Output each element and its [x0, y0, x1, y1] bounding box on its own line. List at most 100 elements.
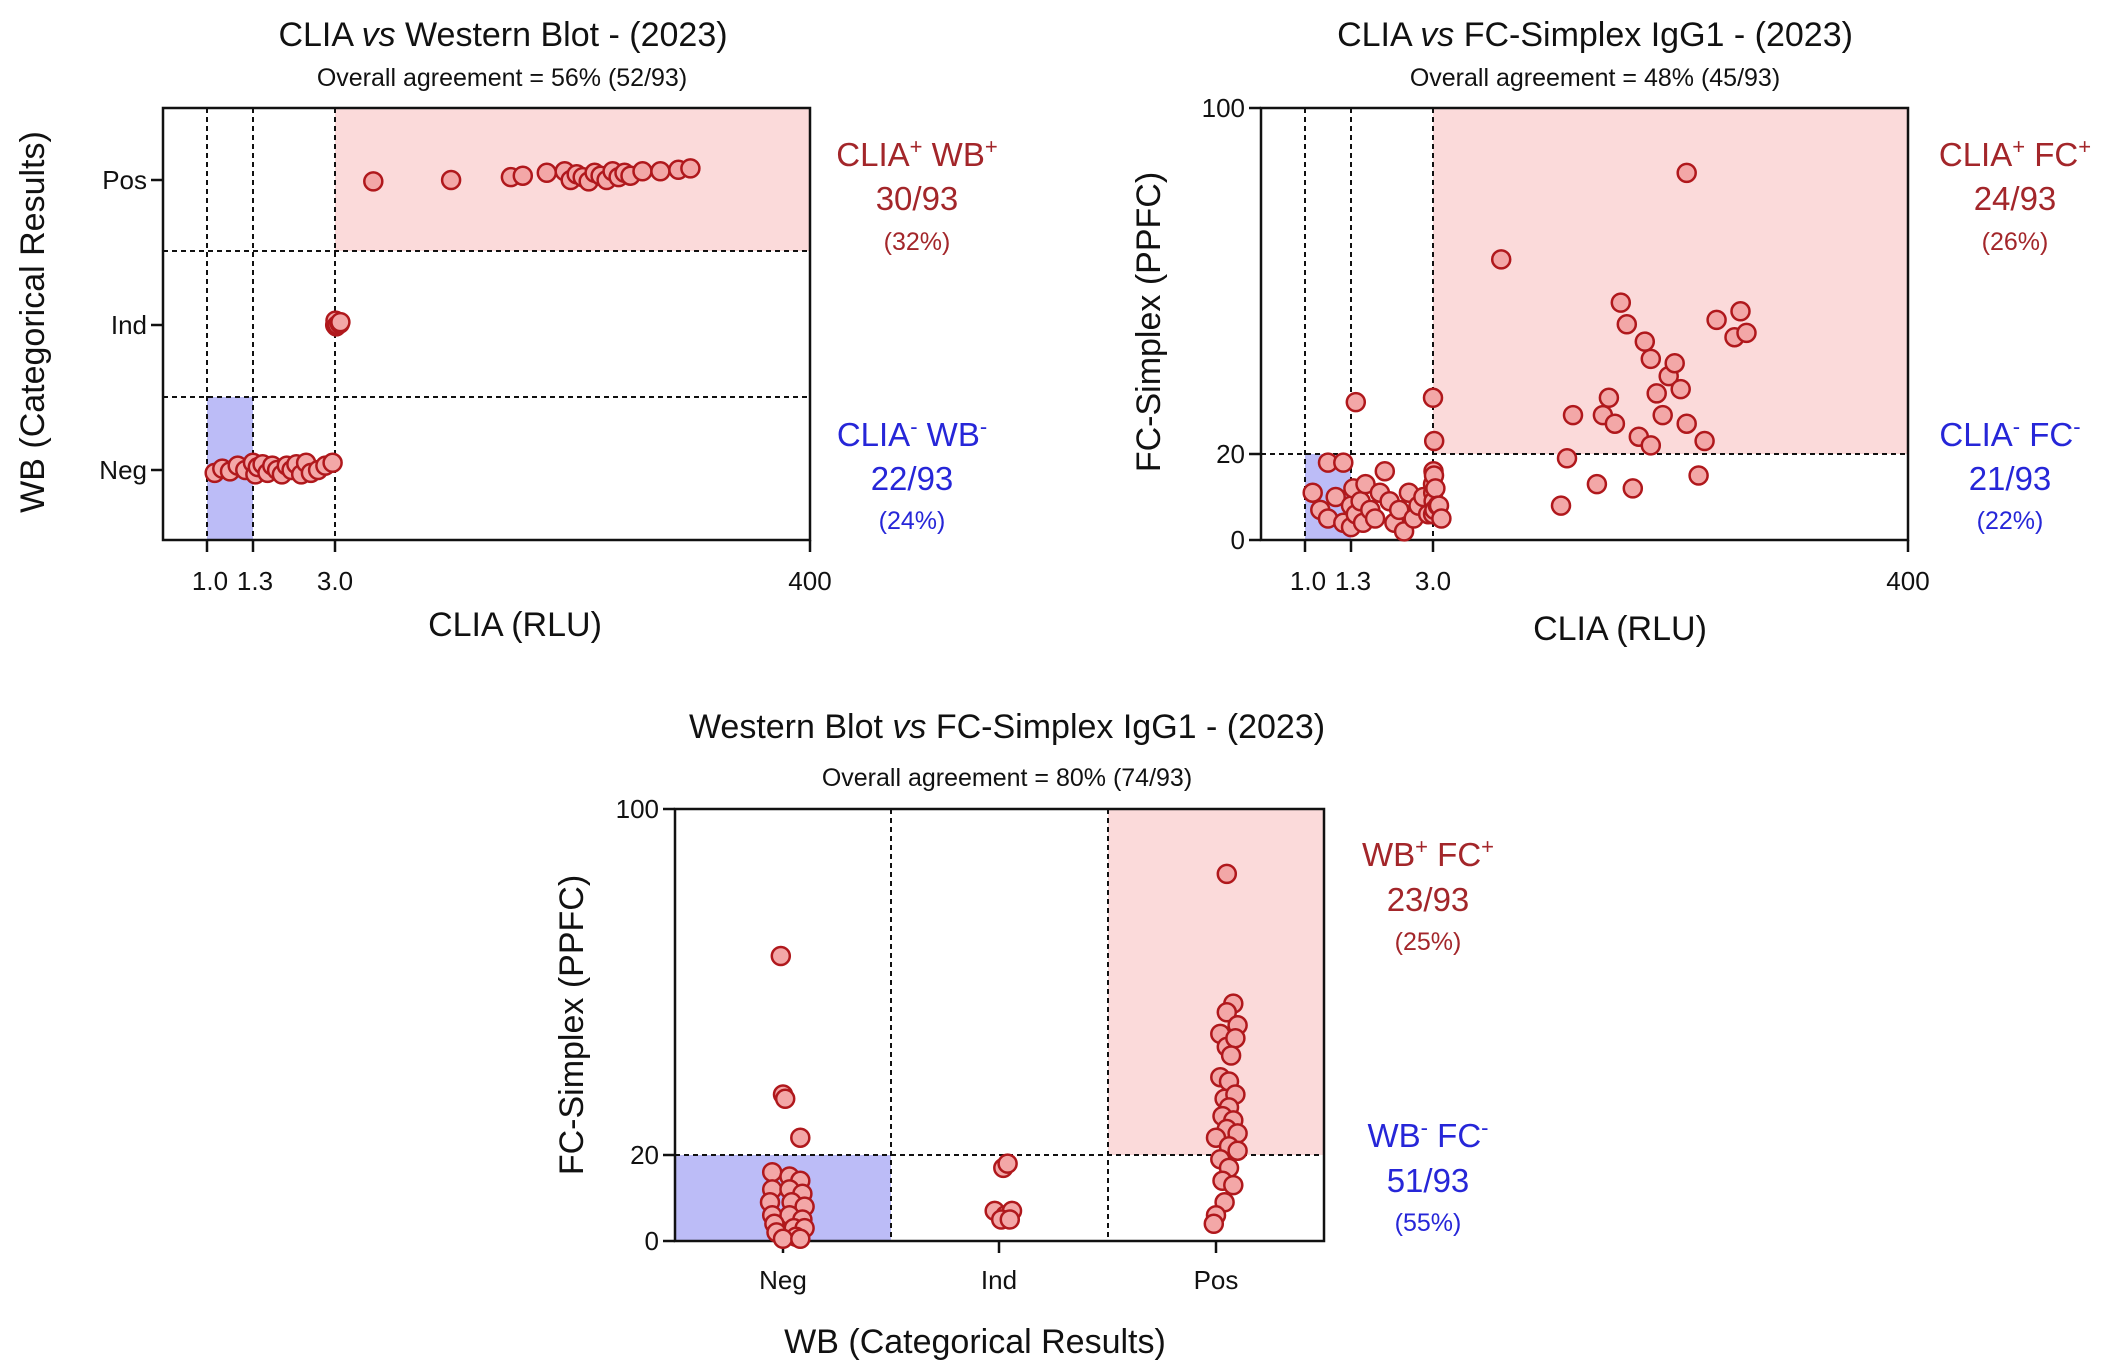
panel2-point-40	[1432, 510, 1450, 528]
panel2-point-11	[1347, 393, 1365, 411]
panel1-neg-label: CLIA- WB-	[837, 414, 987, 453]
panel1-point-46	[651, 162, 669, 180]
panel2-neg-percent: (22%)	[1977, 507, 2044, 535]
panel3-point-49	[1229, 1142, 1247, 1160]
panel2-point-35	[1425, 432, 1443, 450]
panel1-xtick-400: 400	[788, 566, 831, 596]
panel1-point-29	[442, 171, 460, 189]
panel3-point-56	[1205, 1215, 1223, 1233]
panel2-point-41	[1492, 250, 1510, 268]
panel2-pos-region	[1433, 108, 1908, 454]
panel1-yaxis-label: WB (Categorical Results)	[14, 131, 52, 513]
panel2-ytick-100: 100	[1202, 93, 1245, 123]
panel3-yaxis-label: FC-Simplex (PPFC)	[553, 875, 591, 1175]
panel2-point-55	[1642, 436, 1660, 454]
panel1-ytick-pos: Pos	[102, 165, 147, 195]
panel2-ytick-0: 0	[1231, 525, 1245, 555]
panel3-point-4	[763, 1163, 781, 1181]
panel2-point-49	[1612, 294, 1630, 312]
panel1-point-27	[331, 313, 349, 331]
panel3-neg-label: WB- FC-	[1368, 1115, 1489, 1154]
panel3-subtitle: Overall agreement = 80% (74/93)	[822, 764, 1192, 792]
panel3-pos-fraction: 23/93	[1387, 881, 1470, 918]
panel1-title: CLIA vs Western Blot - (2023)	[278, 16, 727, 54]
panel2-point-47	[1600, 389, 1618, 407]
panel2-point-64	[1696, 432, 1714, 450]
panel1-point-45	[634, 162, 652, 180]
panel2-point-59	[1666, 354, 1684, 372]
panel3-xaxis-label: WB (Categorical Results)	[784, 1323, 1166, 1361]
panel1-neg-percent: (24%)	[879, 507, 946, 535]
panel2-point-61	[1678, 415, 1696, 433]
panel1-point-48	[681, 159, 699, 177]
panel2-xaxis-label: CLIA (RLU)	[1533, 610, 1707, 648]
panel1-xaxis-label: CLIA (RLU)	[428, 606, 602, 644]
panel3-point-37	[1222, 1047, 1240, 1065]
panel2-point-56	[1648, 384, 1666, 402]
panel2-point-37	[1426, 479, 1444, 497]
panel3-ytick-100: 100	[616, 794, 659, 824]
panel2-point-18	[1376, 462, 1394, 480]
panel-clia-vs-fc-simplex: CLIA vs FC-Simplex IgG1 - (2023) Overall…	[1130, 16, 2091, 648]
panel2-point-65	[1708, 311, 1726, 329]
panel2-point-45	[1588, 475, 1606, 493]
panel2-neg-fraction: 21/93	[1969, 460, 2052, 497]
panel1-ytick-neg: Neg	[99, 455, 147, 485]
panel2-point-29	[1424, 389, 1442, 407]
panel2-point-54	[1642, 350, 1660, 368]
panel2-point-68	[1738, 324, 1756, 342]
panel3-xtick-pos: Pos	[1194, 1265, 1239, 1295]
panel1-pos-percent: (32%)	[884, 228, 951, 256]
panel3-point-29	[1001, 1211, 1019, 1229]
panel1-neg-fraction: 22/93	[871, 460, 954, 497]
panel2-title: CLIA vs FC-Simplex IgG1 - (2023)	[1337, 16, 1853, 54]
panel-clia-vs-western-blot: CLIA vs Western Blot - (2023) Overall ag…	[14, 16, 998, 644]
panel2-point-6	[1334, 454, 1352, 472]
panel1-ytick-ind: Ind	[111, 310, 147, 340]
panel3-xtick-ind: Ind	[981, 1265, 1017, 1295]
panel3-point-2	[776, 1090, 794, 1108]
panel2-xtick-1-0: 1.0	[1290, 566, 1326, 596]
panel3-point-3	[791, 1129, 809, 1147]
panel1-point-21	[324, 454, 342, 472]
panel1-point-31	[514, 167, 532, 185]
panel3-neg-percent: (55%)	[1395, 1209, 1462, 1237]
panel2-xtick-1-3: 1.3	[1335, 566, 1371, 596]
panel1-xtick-1-0: 1.0	[192, 566, 228, 596]
panel3-pos-percent: (25%)	[1395, 928, 1462, 956]
panel2-point-63	[1690, 467, 1708, 485]
panel2-pos-fraction: 24/93	[1974, 180, 2057, 217]
panel-western-blot-vs-fc-simplex: Western Blot vs FC-Simplex IgG1 - (2023)…	[553, 708, 1494, 1361]
panel2-xtick-3-0: 3.0	[1415, 566, 1451, 596]
panel1-subtitle: Overall agreement = 56% (52/93)	[317, 64, 687, 92]
panel2-point-43	[1558, 449, 1576, 467]
panel3-xtick-neg: Neg	[759, 1265, 807, 1295]
panel3-point-22	[791, 1230, 809, 1248]
panel2-point-67	[1732, 302, 1750, 320]
panel3-point-36	[1226, 1029, 1244, 1047]
panel2-point-50	[1618, 315, 1636, 333]
panel3-point-53	[1224, 1176, 1242, 1194]
panel2-point-57	[1654, 406, 1672, 424]
panel3-title: Western Blot vs FC-Simplex IgG1 - (2023)	[689, 708, 1325, 746]
panel2-point-51	[1624, 479, 1642, 497]
panel3-ytick-0: 0	[645, 1226, 659, 1256]
panel2-point-16	[1366, 510, 1384, 528]
panel2-pos-percent: (26%)	[1982, 228, 2049, 256]
panel3-point-21	[774, 1230, 792, 1248]
panel3-point-24	[999, 1155, 1017, 1173]
panel3-pos-label: WB+ FC+	[1362, 834, 1494, 873]
panel2-xtick-400: 400	[1886, 566, 1929, 596]
panel2-point-60	[1672, 380, 1690, 398]
panel1-pos-label: CLIA+ WB+	[836, 134, 997, 173]
panel1-point-32	[538, 164, 556, 182]
panel1-point-28	[364, 172, 382, 190]
panel2-pos-label: CLIA+ FC+	[1939, 134, 2091, 173]
panel2-subtitle: Overall agreement = 48% (45/93)	[1410, 64, 1780, 92]
panel2-neg-label: CLIA- FC-	[1939, 414, 2080, 453]
panel3-ytick-20: 20	[630, 1140, 659, 1170]
panel2-ytick-20: 20	[1216, 439, 1245, 469]
panel2-yaxis-label: FC-Simplex (PPFC)	[1130, 172, 1168, 472]
panel2-point-53	[1636, 333, 1654, 351]
